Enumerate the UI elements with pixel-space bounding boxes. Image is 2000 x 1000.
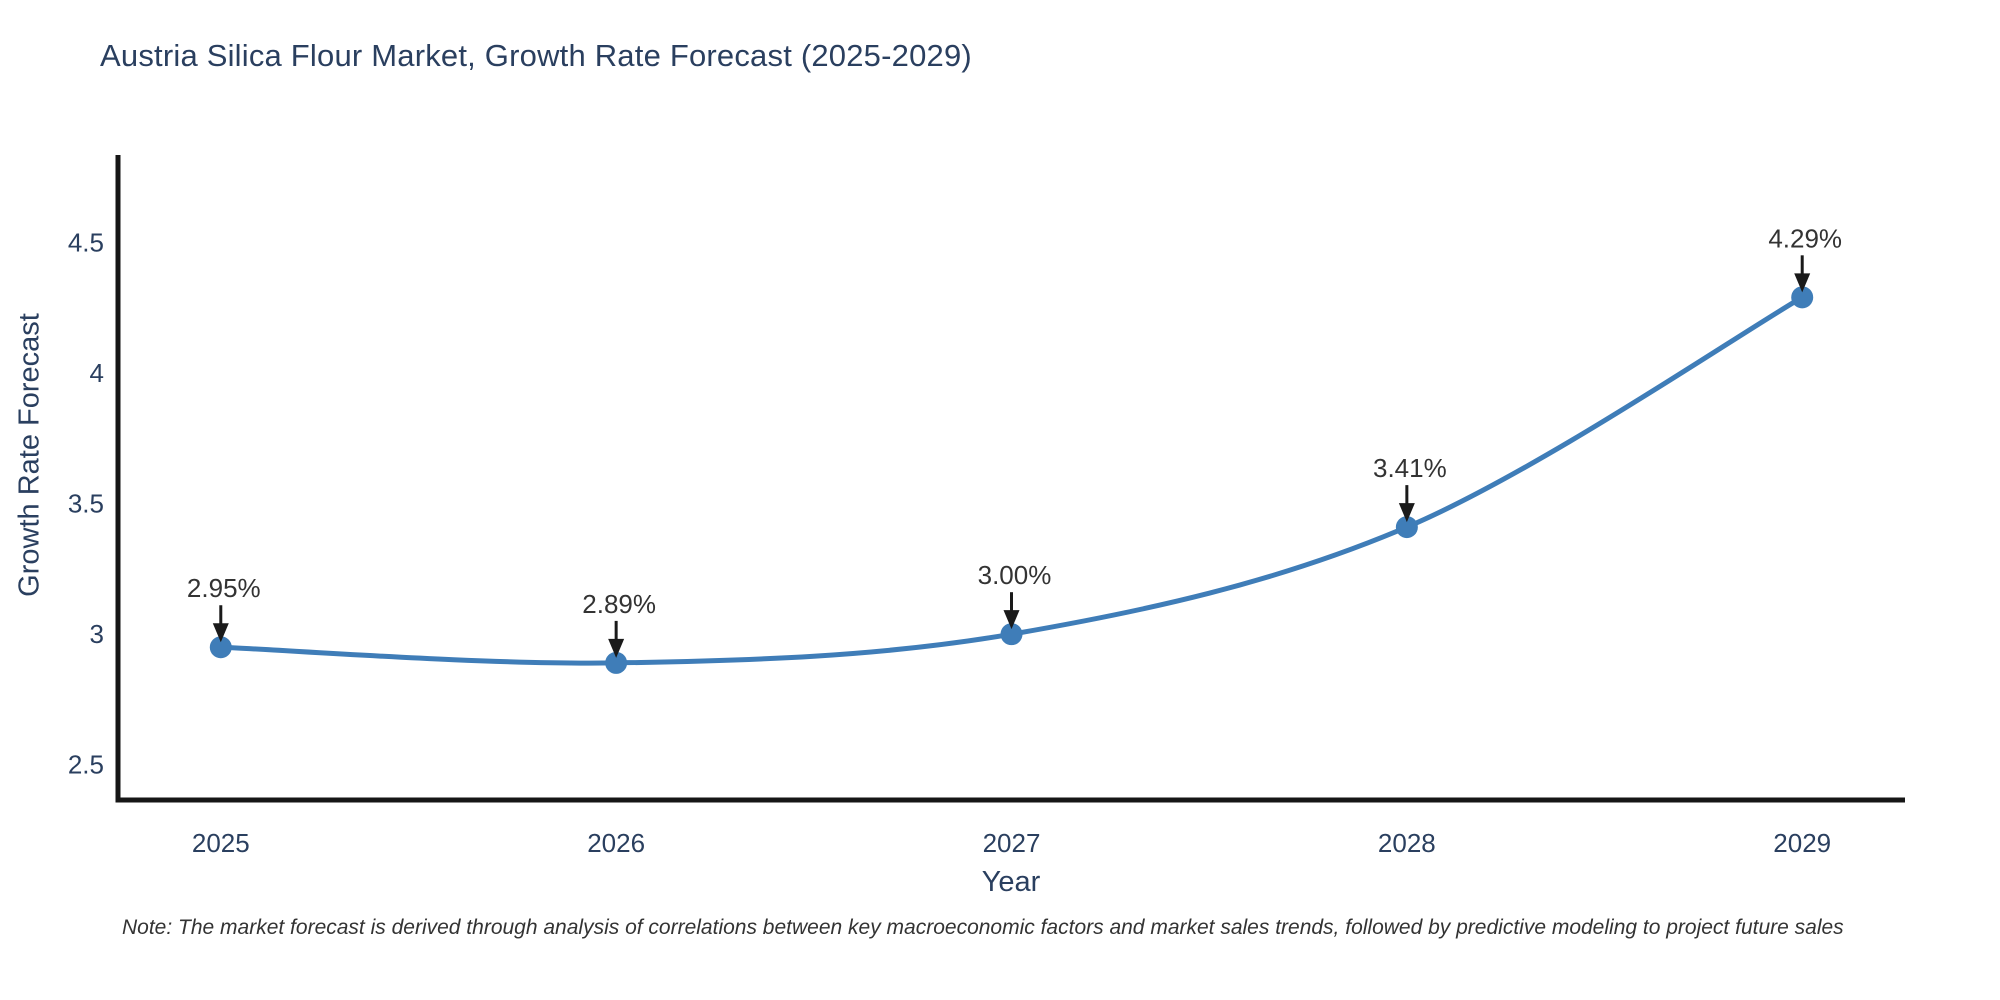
x-tick-label: 2026	[587, 828, 645, 858]
y-tick-label: 3	[90, 619, 104, 649]
data-point-label: 4.29%	[1768, 223, 1842, 253]
x-tick-label: 2025	[192, 828, 250, 858]
chart-title: Austria Silica Flour Market, Growth Rate…	[100, 38, 972, 73]
y-tick-label: 4	[90, 358, 104, 388]
annotation-arrowhead-icon	[212, 623, 229, 643]
data-point-marker	[1791, 286, 1814, 309]
data-point-label: 2.95%	[187, 573, 261, 603]
data-point-marker	[1395, 516, 1418, 539]
annotation-arrowhead-icon	[1003, 610, 1020, 630]
data-point-marker	[209, 636, 232, 659]
x-axis-title: Year	[981, 866, 1041, 898]
y-tick-label: 4.5	[68, 227, 104, 257]
data-point-label: 3.00%	[978, 560, 1052, 590]
data-point-marker	[1000, 623, 1023, 646]
annotation-arrowhead-icon	[1794, 273, 1811, 293]
footnote: Note: The market forecast is derived thr…	[122, 916, 1844, 939]
data-point-label: 2.89%	[582, 589, 656, 619]
y-tick-label: 2.5	[68, 750, 104, 780]
data-point-marker	[605, 651, 628, 674]
annotation-arrowhead-icon	[608, 638, 625, 658]
x-tick-label: 2029	[1773, 828, 1831, 858]
x-tick-label: 2027	[983, 828, 1041, 858]
annotation-arrowhead-icon	[1398, 503, 1415, 523]
data-point-label: 3.41%	[1373, 453, 1447, 483]
y-tick-label: 3.5	[68, 489, 104, 519]
x-tick-label: 2028	[1378, 828, 1436, 858]
